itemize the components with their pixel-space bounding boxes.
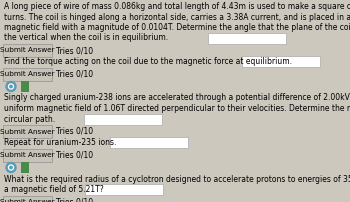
FancyBboxPatch shape — [21, 162, 28, 173]
Circle shape — [8, 84, 14, 89]
Text: turns. The coil is hinged along a horizontal side, carries a 3.38A current, and : turns. The coil is hinged along a horizo… — [4, 13, 350, 21]
Text: Repeat for uranium-235 ions.: Repeat for uranium-235 ions. — [4, 138, 116, 147]
Text: What is the required radius of a cyclotron designed to accelerate protons to ene: What is the required radius of a cyclotr… — [4, 175, 350, 183]
Text: Submit Answer: Submit Answer — [0, 71, 55, 77]
Text: Submit Answer: Submit Answer — [0, 152, 55, 158]
Circle shape — [6, 81, 16, 92]
Circle shape — [10, 85, 12, 88]
FancyBboxPatch shape — [110, 137, 188, 148]
Text: circular path.: circular path. — [4, 115, 55, 123]
FancyBboxPatch shape — [3, 44, 52, 57]
Circle shape — [8, 165, 14, 170]
Text: Tries 0/10: Tries 0/10 — [56, 46, 93, 55]
FancyBboxPatch shape — [85, 184, 163, 195]
Text: Singly charged uranium-238 ions are accelerated through a potential difference o: Singly charged uranium-238 ions are acce… — [4, 94, 350, 102]
FancyBboxPatch shape — [21, 81, 28, 92]
Text: Tries 0/10: Tries 0/10 — [56, 69, 93, 79]
Text: uniform magnetic field of 1.06T directed perpendicular to their velocities. Dete: uniform magnetic field of 1.06T directed… — [4, 104, 350, 113]
Circle shape — [6, 162, 16, 173]
Text: Find the torque acting on the coil due to the magnetic force at equilibrium.: Find the torque acting on the coil due t… — [4, 57, 292, 66]
Circle shape — [10, 166, 12, 169]
FancyBboxPatch shape — [3, 125, 52, 138]
Text: Tries 0/10: Tries 0/10 — [56, 127, 93, 136]
FancyBboxPatch shape — [3, 67, 52, 81]
Text: Submit Answer: Submit Answer — [0, 47, 55, 54]
FancyBboxPatch shape — [84, 114, 161, 125]
Text: A long piece of wire of mass 0.086kg and total length of 4.43m is used to make a: A long piece of wire of mass 0.086kg and… — [4, 2, 350, 11]
Text: Tries 0/10: Tries 0/10 — [56, 150, 93, 160]
Text: Submit Answer: Submit Answer — [0, 199, 55, 202]
Text: the vertical when the coil is in equilibrium.: the vertical when the coil is in equilib… — [4, 34, 168, 42]
Text: Submit Answer: Submit Answer — [0, 128, 55, 135]
FancyBboxPatch shape — [242, 56, 320, 67]
FancyBboxPatch shape — [208, 33, 286, 44]
Text: Tries 0/10: Tries 0/10 — [56, 198, 93, 202]
Text: magnetic field with a magnitude of 0.0104T. Determine the angle that the plane o: magnetic field with a magnitude of 0.010… — [4, 23, 350, 32]
FancyBboxPatch shape — [3, 196, 52, 202]
Text: a magnetic field of 5.21T?: a magnetic field of 5.21T? — [4, 185, 104, 194]
FancyBboxPatch shape — [3, 148, 52, 162]
